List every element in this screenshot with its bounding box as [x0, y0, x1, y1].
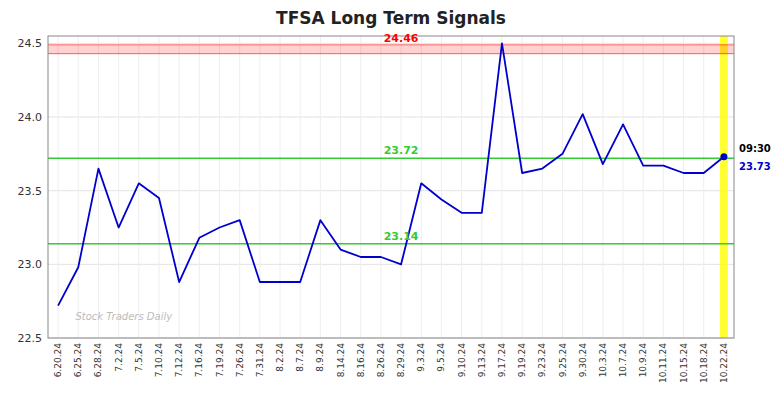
x-grid-line — [501, 36, 502, 338]
x-tick-label: 6.20.24 — [53, 343, 63, 378]
grid — [48, 36, 734, 338]
x-grid-line — [118, 36, 119, 338]
resistance-line — [48, 53, 734, 54]
resistance-label: 24.46 — [384, 32, 419, 45]
support-label: 23.72 — [384, 144, 419, 157]
x-grid-line — [340, 36, 341, 338]
x-tick-label: 8.7.24 — [295, 343, 305, 372]
x-tick-label: 10.9.24 — [638, 343, 648, 378]
x-tick-label: 9.13.24 — [477, 343, 487, 378]
x-tick-label: 7.16.24 — [194, 343, 204, 378]
x-grid-line — [663, 36, 664, 338]
resistance-band — [48, 45, 734, 54]
x-grid-line — [239, 36, 240, 338]
x-tick-label: 7.2.24 — [114, 343, 124, 372]
x-tick-label: 9.10.24 — [457, 343, 467, 378]
x-grid-line — [58, 36, 59, 338]
x-tick-label: 7.5.24 — [134, 343, 144, 372]
x-grid-line — [602, 36, 603, 338]
x-grid-line — [158, 36, 159, 338]
price-line — [58, 43, 724, 305]
x-grid-line — [542, 36, 543, 338]
x-tick-label: 7.31.24 — [255, 343, 265, 378]
x-grid-line — [259, 36, 260, 338]
x-tick-label: 10.18.24 — [699, 343, 709, 383]
last-point-dot — [720, 153, 727, 160]
x-grid-line — [441, 36, 442, 338]
x-tick-label: 9.30.24 — [578, 343, 588, 378]
x-grid-line — [78, 36, 79, 338]
last-time-label: 09:30 — [739, 143, 771, 154]
last-point-line — [720, 36, 728, 338]
y-grid-line — [48, 190, 734, 191]
x-tick-label: 6.25.24 — [73, 343, 83, 378]
x-grid-line — [320, 36, 321, 338]
x-tick-label: 9.17.24 — [497, 343, 507, 378]
x-grid-line — [683, 36, 684, 338]
x-tick-label: 7.19.24 — [215, 343, 225, 378]
x-grid-line — [179, 36, 180, 338]
x-grid-line — [138, 36, 139, 338]
x-tick-label: 9.5.24 — [436, 343, 446, 372]
x-axis: 6.20.24 6.25.24 6.28.24 7.2.24 7.5.24 7.10.24… — [53, 343, 729, 383]
y-tick-label: 22.5 — [18, 332, 43, 345]
y-grid-line — [48, 117, 734, 118]
x-grid-line — [582, 36, 583, 338]
x-tick-label: 8.26.24 — [376, 343, 386, 378]
watermark: Stock Traders Daily — [75, 311, 173, 322]
chart: TFSA Long Term Signals 22.5 23.0 23.5 24.0 24… — [0, 0, 784, 398]
x-grid-line — [522, 36, 523, 338]
x-grid-line — [280, 36, 281, 338]
x-grid-line — [623, 36, 624, 338]
last-price-label: 23.73 — [739, 161, 771, 172]
x-grid-line — [219, 36, 220, 338]
x-tick-label: 8.9.24 — [315, 343, 325, 372]
x-tick-label: 9.23.24 — [537, 343, 547, 378]
plot-frame — [48, 36, 734, 338]
x-grid-line — [461, 36, 462, 338]
x-tick-label: 10.11.24 — [658, 343, 668, 383]
x-tick-label: 8.14.24 — [336, 343, 346, 378]
x-tick-label: 7.10.24 — [154, 343, 164, 378]
x-grid-line — [723, 36, 724, 338]
x-grid-line — [98, 36, 99, 338]
x-grid-line — [481, 36, 482, 338]
x-tick-label: 10.3.24 — [598, 343, 608, 378]
x-tick-label: 9.25.24 — [558, 343, 568, 378]
x-tick-label: 8.2.24 — [275, 343, 285, 372]
y-tick-label: 23.0 — [18, 258, 43, 271]
x-tick-label: 8.29.24 — [396, 343, 406, 378]
x-grid-line — [401, 36, 402, 338]
x-grid-line — [703, 36, 704, 338]
x-tick-label: 10.22.24 — [719, 343, 729, 383]
x-grid-line — [562, 36, 563, 338]
x-tick-label: 10.15.24 — [679, 343, 689, 383]
x-grid-line — [300, 36, 301, 338]
x-grid-line — [643, 36, 644, 338]
y-tick-label: 24.5 — [18, 37, 43, 50]
x-tick-label: 8.16.24 — [356, 343, 366, 378]
annotations: 24.46 23.72 23.14 09:30 23.73 Stock Traders D… — [75, 32, 770, 322]
plot-area — [48, 36, 734, 338]
y-axis: 22.5 23.0 23.5 24.0 24.5 — [18, 37, 43, 345]
x-tick-label: 9.3.24 — [416, 343, 426, 372]
x-tick-label: 6.28.24 — [93, 343, 103, 378]
x-grid-line — [199, 36, 200, 338]
x-grid-line — [380, 36, 381, 338]
x-tick-label: 9.19.24 — [517, 343, 527, 378]
y-grid-line — [48, 264, 734, 265]
y-tick-label: 23.5 — [18, 185, 43, 198]
title: TFSA Long Term Signals — [276, 8, 506, 28]
x-grid-line — [360, 36, 361, 338]
support-label: 23.14 — [384, 230, 419, 243]
y-tick-label: 24.0 — [18, 111, 43, 124]
support-line — [48, 158, 734, 160]
x-tick-label: 7.12.24 — [174, 343, 184, 378]
x-tick-label: 7.26.24 — [235, 343, 245, 378]
support-line — [48, 243, 734, 245]
x-tick-label: 10.7.24 — [618, 343, 628, 378]
